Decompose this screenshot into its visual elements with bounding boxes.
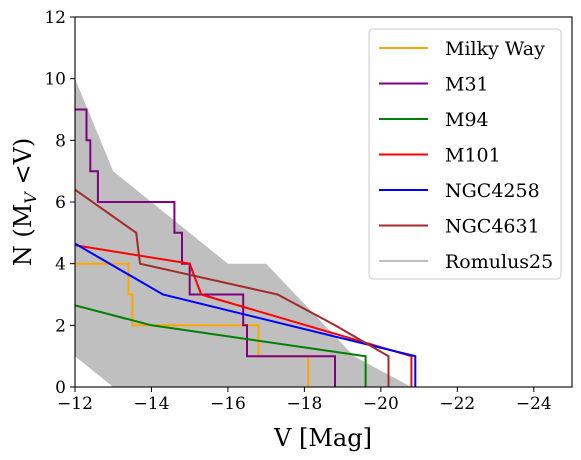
legend-label-m101: M101 <box>445 145 501 167</box>
legend-label-milky-way: Milky Way <box>445 38 545 60</box>
y-tick-label: 8 <box>55 131 66 151</box>
y-axis-title-tail: <V) <box>9 138 37 192</box>
series-layer <box>75 108 417 387</box>
y-tick-label: 6 <box>55 193 66 213</box>
y-tick-label: 10 <box>44 70 66 90</box>
y-axis-title: N (MV <V) <box>9 138 40 267</box>
y-tick-label: 2 <box>55 316 66 336</box>
y-tick-label: 4 <box>55 255 66 275</box>
legend: Milky Way M31 M94 M101 NGC4258 NGC4631 Romulus… <box>368 28 562 280</box>
y-axis: 0 2 4 6 8 10 12 <box>44 8 75 398</box>
band-romulus25 <box>75 78 572 387</box>
series-line-ngc4631 <box>75 188 390 387</box>
series-line-m94 <box>75 304 367 387</box>
legend-label-m31: M31 <box>445 74 489 96</box>
legend-label-ngc4258: NGC4258 <box>445 180 540 202</box>
series-line-m101 <box>75 244 413 387</box>
y-axis-title-sub: V <box>21 191 40 204</box>
legend-box <box>368 28 562 280</box>
y-tick-label: 12 <box>44 8 66 28</box>
legend-label-m94: M94 <box>445 109 489 131</box>
x-tick-label: −24 <box>516 394 552 414</box>
series-line-m31 <box>75 108 336 387</box>
x-tick-label: −16 <box>210 394 246 414</box>
x-tick-label: −20 <box>363 394 399 414</box>
y-axis-title-main: N (M <box>9 204 37 267</box>
band-layer <box>75 78 572 387</box>
x-tick-label: −18 <box>286 394 322 414</box>
legend-label-ngc4631: NGC4631 <box>445 216 540 238</box>
x-tick-label: −14 <box>134 394 170 414</box>
y-tick-label: 0 <box>55 378 66 398</box>
x-tick-label: −22 <box>439 394 475 414</box>
x-axis-title: V [Mag] <box>273 424 372 452</box>
x-tick-label: −12 <box>57 394 93 414</box>
legend-label-romulus25: Romulus25 <box>445 251 553 273</box>
series-line-ngc4258 <box>75 242 417 387</box>
x-axis: −12 −14 −16 −18 −20 −22 −24 <box>57 387 552 414</box>
